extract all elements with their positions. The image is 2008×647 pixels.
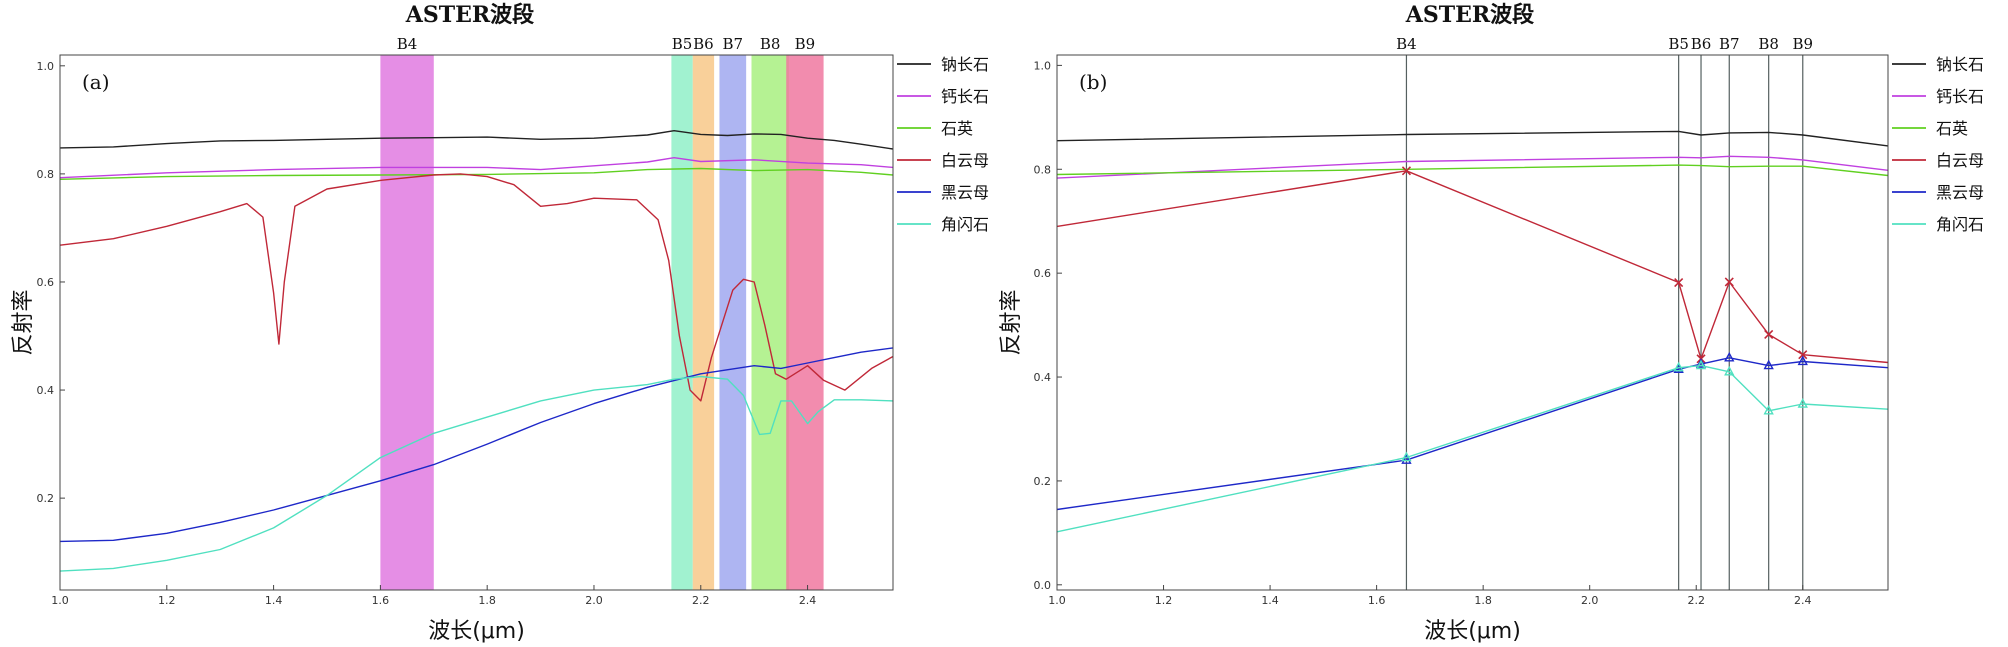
series-line-4 (59, 347, 894, 543)
series-line-5 (59, 375, 894, 572)
band-b9 (786, 55, 824, 590)
x-axis-label: 波长(μm) (1424, 619, 1521, 644)
y-tick-label: 0.6 (37, 276, 55, 289)
band-label-b6: B6 (1691, 35, 1712, 53)
legend-entry: 石英 (1936, 119, 1968, 138)
x-tick-label: 2.4 (1794, 594, 1812, 607)
data-point (1763, 359, 1774, 370)
series-line-0 (59, 129, 894, 150)
plot-frame (59, 54, 894, 591)
y-axis-label: 反射率 (11, 289, 36, 355)
panel-a: ASTER波段 B4 B5 B6 B7 B8 B9 1.0 1.2 1.4 1.6 1.8 2.0 2.2… (11, 2, 989, 644)
data-point (1764, 329, 1774, 340)
band-label-b4: B4 (397, 35, 418, 53)
data-point (1673, 361, 1684, 372)
data-point (1797, 355, 1808, 366)
x-tick-label: 2.4 (799, 594, 817, 607)
band-b8 (751, 55, 789, 590)
panel-tag: (b) (1079, 70, 1107, 94)
y-tick-label: 0.4 (37, 384, 55, 397)
series-line-2 (1056, 164, 1889, 177)
band-label-b5: B5 (1668, 35, 1689, 53)
x-tick-label: 1.6 (1368, 594, 1386, 607)
series-line-2 (59, 167, 894, 180)
x-tick-label: 2.0 (1581, 594, 1599, 607)
series-line-5 (1056, 364, 1889, 533)
y-tick-label: 0.2 (1034, 475, 1052, 488)
data-point (1401, 454, 1412, 464)
band-label-b9: B9 (1792, 35, 1813, 53)
data-point (1797, 398, 1808, 408)
legend-entry: 白云母 (1936, 151, 1984, 170)
x-tick-label: 1.0 (51, 594, 69, 607)
band-b5 (671, 55, 693, 590)
legend-entry: 白云母 (941, 151, 989, 170)
legend-entry: 黑云母 (941, 183, 989, 202)
band-b4 (380, 55, 434, 590)
x-tick-label: 1.8 (478, 594, 496, 607)
y-tick-label: 1.0 (1034, 59, 1052, 72)
data-point (1401, 451, 1412, 462)
y-tick-label: 0.4 (1034, 371, 1052, 384)
x-tick-label: 1.4 (1261, 594, 1279, 607)
y-tick-label: 0.0 (1034, 579, 1052, 592)
y-tick-label: 1.0 (37, 60, 55, 73)
y-axis-label: 反射率 (999, 289, 1024, 355)
data-point (1798, 350, 1808, 360)
x-tick-label: 1.2 (158, 594, 176, 607)
data-point (1724, 277, 1734, 287)
legend-entry: 黑云母 (1936, 183, 1984, 202)
x-tick-label: 2.0 (585, 594, 603, 607)
band-label-b8: B8 (1758, 35, 1779, 53)
x-tick-label: 1.8 (1474, 594, 1492, 607)
series-line-4 (1056, 357, 1889, 511)
series-line-3 (59, 173, 894, 402)
band-b6 (692, 55, 715, 590)
x-tick-label: 1.0 (1048, 594, 1066, 607)
legend-entry: 钙长石 (1936, 87, 1984, 106)
series-line-3 (1056, 170, 1889, 364)
y-tick-label: 0.2 (37, 492, 55, 505)
panel-b: ASTER波段 B4 B5 B6 B7 B8 B9 1.0 1.2 1.4 1.6 1.8 2.0 2.2… (999, 2, 1984, 644)
x-tick-label: 1.4 (265, 594, 283, 607)
x-tick-label: 1.6 (372, 594, 390, 607)
band-b7 (719, 55, 747, 590)
band-label-b5: B5 (672, 35, 693, 53)
band-label-b7: B7 (723, 35, 744, 53)
legend-entry: 角闪石 (941, 215, 989, 234)
series-line-0 (1056, 130, 1889, 147)
y-tick-label: 0.6 (1034, 267, 1052, 280)
data-point (1763, 404, 1774, 415)
x-axis-label: 波长(μm) (428, 619, 525, 644)
legend-entry: 钠长石 (941, 55, 989, 74)
band-label-b7: B7 (1719, 35, 1740, 53)
x-tick-label: 2.2 (692, 594, 710, 607)
band-label-b8: B8 (760, 35, 781, 53)
legend-entry: 钠长石 (1936, 55, 1984, 74)
chart-title: ASTER波段 (405, 2, 534, 28)
data-point (1695, 358, 1707, 368)
series-line-1 (59, 156, 894, 179)
band-label-b4: B4 (1396, 35, 1417, 53)
x-tick-label: 1.2 (1155, 594, 1173, 607)
data-point (1695, 359, 1707, 370)
data-point (1724, 365, 1735, 376)
y-tick-label: 0.8 (1034, 163, 1052, 176)
plot-frame (1056, 54, 1889, 591)
data-point (1674, 277, 1684, 288)
legend-entry: 钙长石 (941, 87, 989, 106)
y-tick-label: 0.8 (37, 168, 55, 181)
chart-title: ASTER波段 (1405, 2, 1534, 28)
legend-entry: 石英 (941, 119, 973, 138)
series-line-1 (1056, 155, 1889, 179)
panel-tag: (a) (82, 70, 110, 94)
band-label-b9: B9 (795, 35, 816, 53)
plot-area (1057, 55, 1888, 590)
data-point (1724, 351, 1735, 362)
legend-entry: 角闪石 (1936, 215, 1984, 234)
band-label-b6: B6 (693, 35, 714, 53)
data-point (1401, 166, 1412, 176)
x-tick-label: 2.2 (1687, 594, 1705, 607)
